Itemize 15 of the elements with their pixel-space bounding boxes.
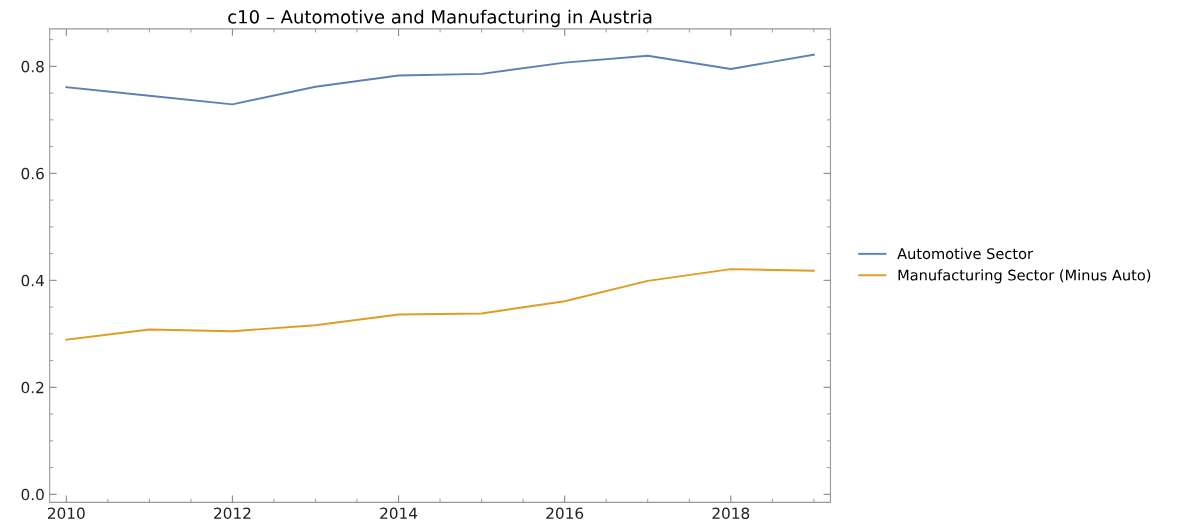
y-tick-label: 0.2 [21, 381, 44, 394]
x-tick-label: 2014 [380, 507, 418, 520]
x-tick-label: 2012 [214, 507, 251, 520]
legend-label: Manufacturing Sector (Minus Auto) [898, 269, 1151, 284]
x-tick-label: 2016 [546, 507, 584, 520]
y-tick-label: 0.8 [21, 60, 44, 73]
line-series [65, 53, 815, 106]
x-tick-label: 2018 [712, 507, 750, 520]
legend-label: Automotive Sector [897, 247, 1033, 260]
y-tick-label: 0.4 [21, 274, 44, 287]
y-tick-label: 0.6 [21, 167, 44, 180]
y-tick-label: 0.0 [21, 488, 44, 501]
line-series [65, 268, 815, 341]
chart-title: c10 – Automotive and Manufacturing in Austria [228, 9, 652, 28]
x-tick-label: 2010 [47, 507, 85, 520]
